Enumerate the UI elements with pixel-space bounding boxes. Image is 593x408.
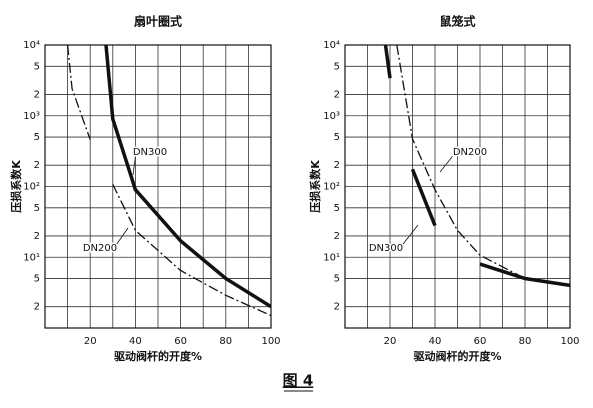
x-axis-label: 驱动阀杆的开度% (413, 349, 501, 363)
y-axis-label: 压损系数K (308, 160, 322, 213)
y-tick-label: 10¹ (323, 252, 340, 263)
y-tick-label: 10² (323, 182, 340, 193)
y-tick-label: 10² (23, 182, 40, 193)
x-axis-label: 驱动阀杆的开度% (114, 349, 202, 363)
y-tick-label: 5 (334, 132, 340, 143)
y-tick-label: 2 (34, 89, 40, 100)
x-tick-label: 100 (560, 336, 579, 347)
x-tick-label: 60 (474, 336, 487, 347)
y-tick-label: 10⁴ (323, 40, 340, 51)
y-tick-label: 5 (334, 274, 340, 285)
x-tick-label: 40 (129, 336, 142, 347)
series-line (66, 45, 271, 317)
x-tick-label: 20 (384, 336, 397, 347)
y-axis-label: 压损系数K (9, 160, 23, 213)
x-tick-label: 40 (429, 336, 442, 347)
y-tick-label: 2 (334, 231, 340, 242)
y-tick-label: 10³ (23, 111, 40, 122)
y-tick-label: 2 (34, 302, 40, 313)
label-leader (132, 151, 137, 176)
y-tick-label: 10¹ (23, 252, 40, 263)
y-tick-label: 5 (34, 61, 40, 72)
plot-frame (344, 44, 571, 329)
y-tick-label: 5 (34, 274, 40, 285)
y-tick-label: 5 (34, 132, 40, 143)
series-label: DN200 (453, 147, 487, 158)
chart-title: 扇叶圈式 (134, 14, 182, 29)
x-tick-label: 80 (519, 336, 532, 347)
x-tick-label: 80 (219, 336, 232, 347)
y-tick-label: 2 (34, 231, 40, 242)
y-tick-label: 2 (34, 160, 40, 171)
y-tick-label: 10⁴ (23, 40, 40, 51)
label-leader (113, 227, 129, 249)
y-tick-label: 5 (334, 61, 340, 72)
y-tick-label: 2 (334, 160, 340, 171)
y-tick-label: 2 (334, 89, 340, 100)
series-line (104, 45, 271, 309)
label-leader (439, 151, 457, 173)
y-tick-label: 5 (34, 203, 40, 214)
x-tick-label: 20 (84, 336, 97, 347)
y-tick-label: 2 (334, 302, 340, 313)
chart-title: 鼠笼式 (439, 14, 475, 29)
series-label: DN300 (133, 147, 167, 158)
y-tick-label: 10³ (323, 111, 340, 122)
x-tick-label: 100 (261, 336, 280, 347)
plot-frame (44, 44, 272, 329)
series-line (396, 45, 570, 287)
series-label: DN300 (369, 243, 403, 254)
y-tick-label: 5 (334, 203, 340, 214)
label-leader (399, 224, 419, 249)
caption: 图 4 (283, 372, 314, 390)
series-label: DN200 (83, 243, 117, 254)
x-tick-label: 60 (174, 336, 187, 347)
